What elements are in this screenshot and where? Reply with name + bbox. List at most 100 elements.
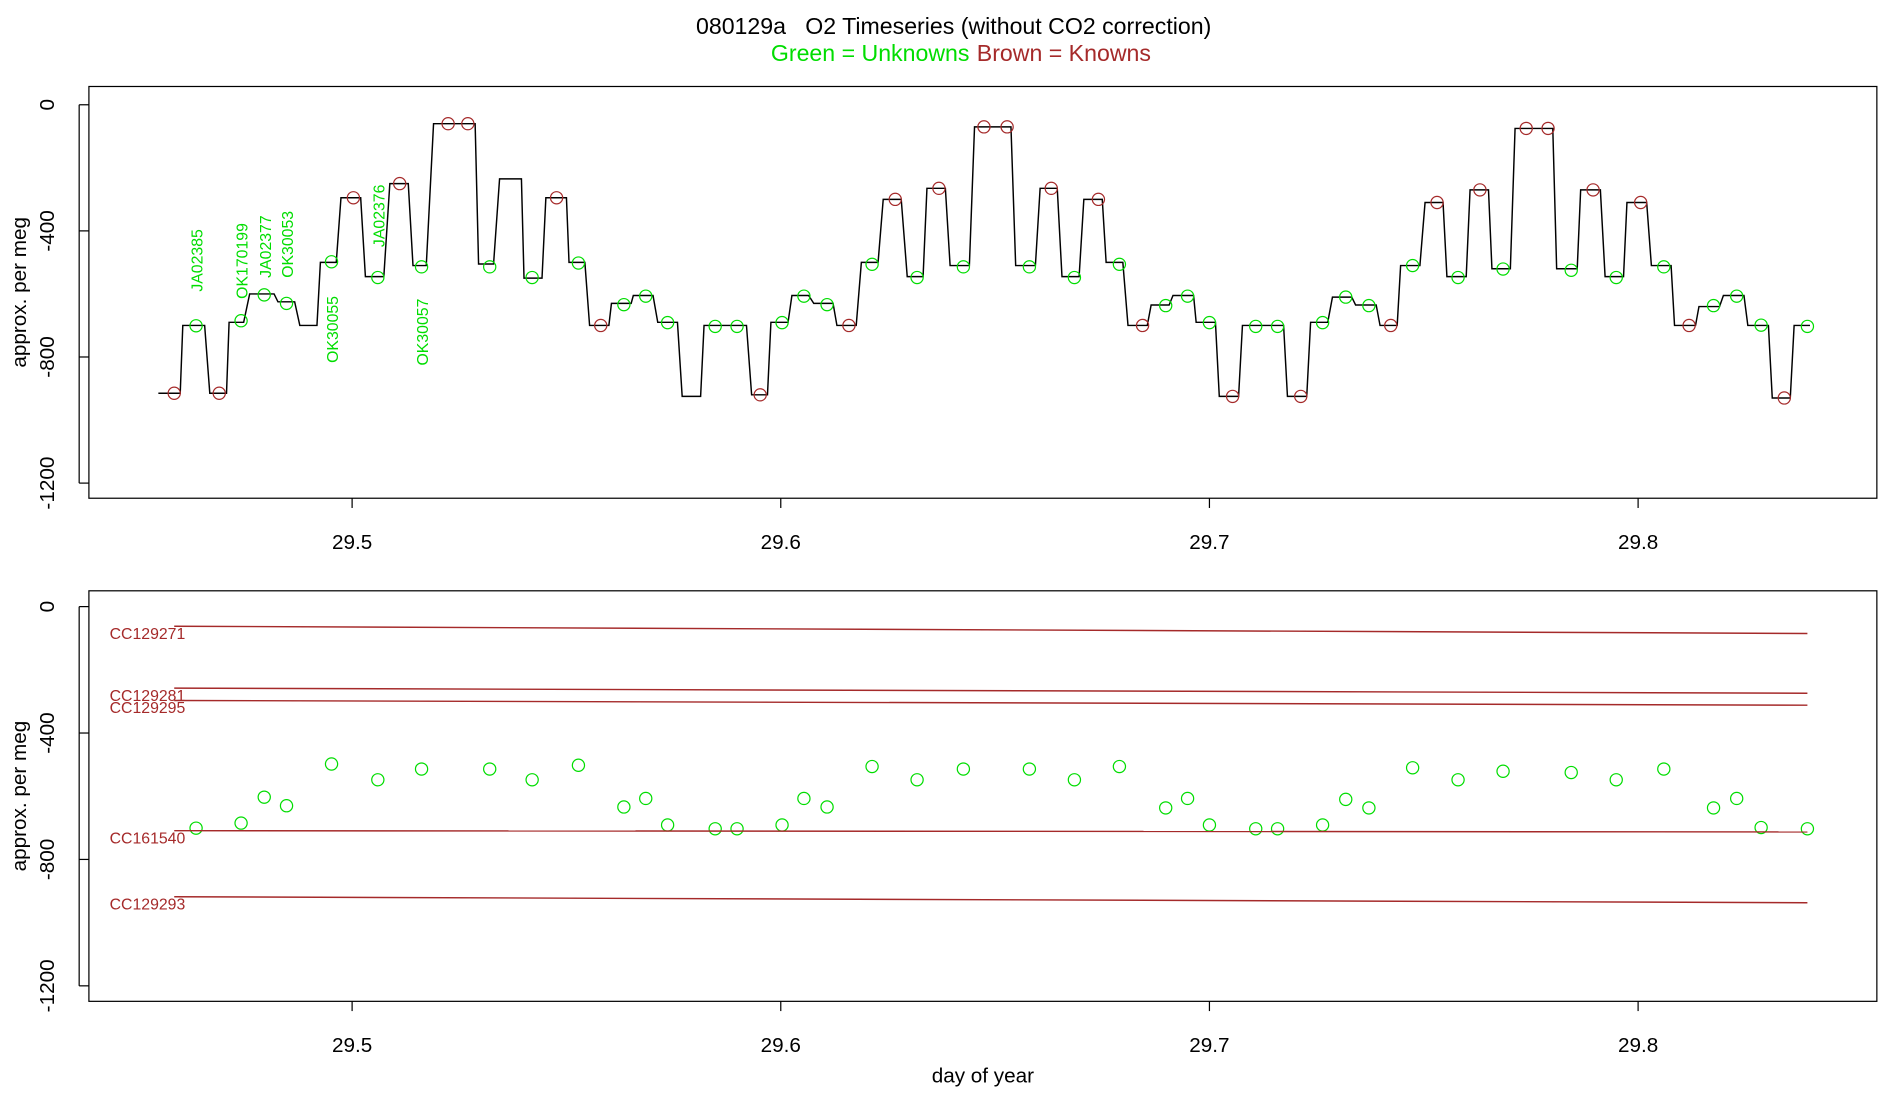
point	[1067, 270, 1082, 285]
point	[1135, 318, 1150, 333]
series-label: CC129271	[110, 626, 186, 643]
point	[212, 386, 226, 400]
annotation: JA02377	[258, 215, 275, 278]
point	[1405, 258, 1420, 273]
x-tick-label: 29.6	[761, 531, 801, 554]
point	[1270, 822, 1285, 836]
point	[525, 773, 539, 787]
point	[371, 773, 385, 787]
point	[1067, 773, 1082, 787]
y-tick-label: 0	[36, 99, 59, 111]
y-tick-label: -800	[36, 336, 59, 377]
point	[1159, 298, 1173, 313]
point	[1112, 759, 1127, 774]
point	[1362, 801, 1376, 815]
point	[279, 296, 294, 311]
annotation: OK30057	[415, 299, 432, 366]
point	[932, 181, 946, 196]
point	[279, 799, 294, 813]
point	[441, 116, 455, 131]
point	[167, 386, 181, 400]
point	[1777, 391, 1791, 405]
series-line	[174, 687, 1808, 694]
point	[234, 816, 248, 830]
point	[1473, 183, 1487, 197]
x-tick-label: 29.7	[1189, 1034, 1229, 1057]
y-tick-label: -1200	[36, 959, 59, 1012]
point	[1180, 791, 1195, 806]
point	[797, 289, 811, 303]
point	[1339, 290, 1353, 304]
point	[639, 289, 653, 303]
point	[1451, 773, 1465, 787]
point	[1202, 315, 1217, 330]
point	[1022, 260, 1037, 274]
point	[1800, 319, 1815, 334]
point	[324, 255, 339, 269]
point	[414, 260, 429, 274]
plot-frame	[88, 590, 1878, 1002]
point	[461, 116, 475, 131]
point	[1519, 121, 1533, 136]
point	[1091, 192, 1106, 207]
point	[1682, 318, 1696, 333]
point	[888, 192, 902, 207]
legend-entry: Green = Unknowns	[771, 40, 970, 66]
point	[910, 270, 924, 285]
point	[1451, 270, 1465, 285]
point	[1564, 765, 1578, 780]
series-label: CC129293	[110, 896, 186, 913]
point	[617, 297, 631, 312]
x-tick-label: 29.8	[1618, 1034, 1658, 1057]
point	[1496, 764, 1510, 778]
point	[1339, 792, 1353, 807]
series-label: CC129295	[110, 700, 186, 717]
y-tick-label: -400	[36, 210, 59, 251]
point	[1000, 120, 1014, 134]
series-line	[174, 625, 1808, 635]
point	[617, 800, 631, 814]
x-tick-label: 29.7	[1189, 531, 1229, 554]
point	[1405, 761, 1420, 775]
annotation: JA02376	[371, 184, 388, 247]
point	[730, 319, 744, 334]
x-tick-label: 29.8	[1618, 531, 1658, 554]
x-tick-label: 29.5	[332, 1034, 372, 1057]
point	[1706, 801, 1721, 815]
point	[1609, 773, 1623, 787]
point	[865, 257, 879, 271]
point	[1609, 270, 1623, 285]
point	[820, 800, 834, 814]
point	[1496, 262, 1510, 276]
point	[708, 822, 722, 836]
point	[346, 191, 361, 205]
point	[1729, 289, 1744, 303]
point	[1564, 263, 1578, 277]
y-tick-label: -1200	[36, 457, 59, 510]
point	[1706, 298, 1721, 313]
series-line	[174, 895, 1808, 904]
point	[257, 288, 271, 302]
point	[797, 791, 811, 806]
point	[1022, 762, 1037, 776]
point	[525, 270, 539, 285]
point	[1112, 257, 1127, 271]
point	[1800, 822, 1815, 836]
point	[1225, 389, 1240, 404]
series-line	[158, 122, 1810, 399]
plot-frame	[88, 85, 1878, 499]
series-line	[174, 699, 1808, 706]
point	[708, 319, 722, 334]
point	[414, 762, 429, 776]
annotation: OK170199	[235, 223, 252, 299]
point	[371, 270, 385, 285]
point	[956, 260, 971, 274]
point	[571, 758, 586, 772]
point	[753, 388, 767, 402]
point	[1270, 319, 1285, 334]
point	[257, 790, 271, 804]
point	[1249, 822, 1263, 836]
x-axis-label: day of year	[932, 1064, 1034, 1087]
